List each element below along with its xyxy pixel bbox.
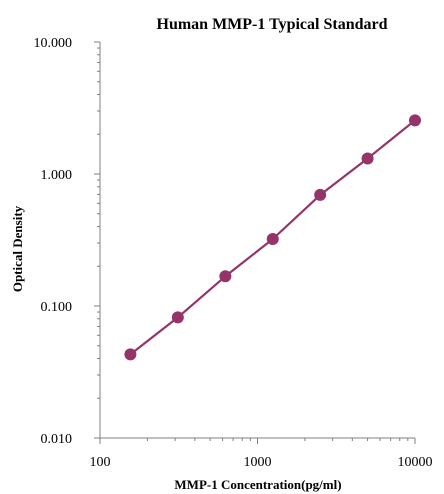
data-point xyxy=(219,270,232,283)
y-tick-label: 1.000 xyxy=(41,168,73,183)
y-tick-label: 0.100 xyxy=(41,300,73,315)
y-tick-label: 10.000 xyxy=(34,36,73,51)
series-layer xyxy=(124,114,421,361)
y-tick-label: 0.010 xyxy=(41,432,73,447)
data-point xyxy=(361,152,374,165)
chart-title: Human MMP-1 Typical Standard xyxy=(157,16,388,33)
data-point xyxy=(314,188,327,201)
axes xyxy=(99,42,415,439)
data-point xyxy=(266,232,279,245)
y-ticks: 0.010 0.100 1.000 10.000 xyxy=(34,36,100,447)
x-tick-label: 100 xyxy=(90,455,111,470)
data-point xyxy=(124,348,137,361)
data-point xyxy=(171,311,184,324)
data-point xyxy=(409,114,421,127)
x-tick-label: 1000 xyxy=(244,455,272,470)
x-axis-label: MMP-1 Concentration(pg/ml) xyxy=(174,477,341,492)
y-axis-label: Optical Density xyxy=(10,205,25,292)
x-ticks: 100 1000 10000 xyxy=(90,438,433,470)
x-tick-label: 10000 xyxy=(398,455,433,470)
